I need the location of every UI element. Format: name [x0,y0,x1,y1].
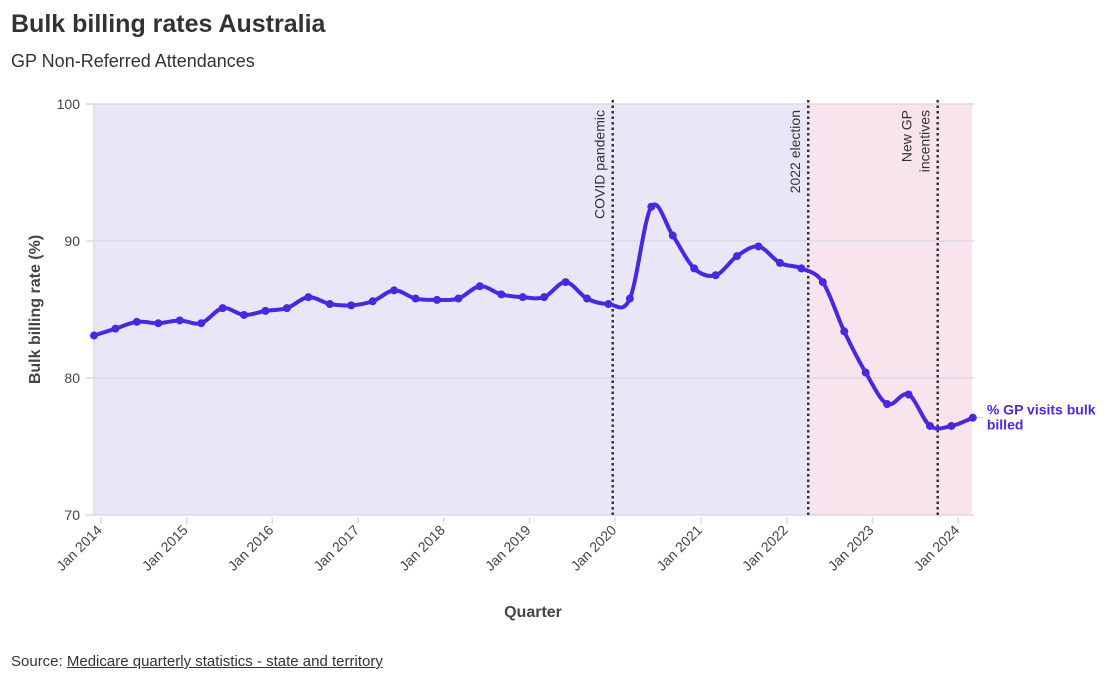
x-tick-label: Jan 2020 [567,522,619,574]
data-point [561,278,570,287]
source-prefix: Source: [11,653,67,670]
data-point [261,306,270,315]
data-point [947,421,956,430]
data-point [304,293,313,302]
data-point [861,368,870,377]
data-point [197,319,206,328]
x-tick-label: Jan 2021 [653,522,705,574]
data-point [111,324,120,333]
x-axis-title: Quarter [504,604,562,621]
data-point [583,294,592,303]
data-point [132,317,141,326]
data-point [454,294,463,303]
data-point [540,293,549,302]
data-point [925,421,934,430]
data-point [797,264,806,273]
data-point [497,290,506,299]
data-point [733,252,742,261]
annotation-label: New GP [899,110,915,162]
x-tick-label: Jan 2023 [825,522,877,574]
annotation-label: 2022 election [787,110,803,193]
x-tick-label: Jan 2022 [739,522,791,574]
annotation-label: incentives [917,110,933,172]
data-point [711,271,720,280]
x-tick-label: Jan 2015 [139,522,191,574]
data-point [390,286,399,295]
x-tick-label: Jan 2018 [396,522,448,574]
x-tick-label: Jan 2014 [53,522,105,574]
data-point [368,297,377,306]
data-point [647,202,656,211]
x-tick-label: Jan 2019 [482,522,534,574]
data-point [218,304,227,313]
data-point [754,242,763,251]
data-point [840,327,849,336]
data-point [668,231,677,240]
data-point [154,319,163,328]
x-tick-label: Jan 2024 [910,522,962,574]
data-point [690,264,699,273]
y-tick-label: 70 [64,507,80,523]
data-point [775,258,784,267]
x-tick-label: Jan 2017 [310,522,362,574]
data-point [325,300,334,309]
data-point [625,294,634,303]
chart-subtitle: GP Non-Referred Attendances [11,51,255,71]
data-point [411,294,420,303]
data-point [904,390,913,399]
source-link[interactable]: Medicare quarterly statistics - state an… [66,653,383,670]
data-point [475,282,484,291]
shaded-region-1 [808,104,972,515]
y-tick-label: 90 [64,233,80,249]
data-point [282,304,291,313]
data-point [347,301,356,310]
y-tick-label: 100 [57,96,81,112]
data-point [90,331,98,340]
data-point [518,293,527,302]
y-axis-title: Bulk billing rate (%) [27,235,44,384]
source-note: Source: Medicare quarterly statistics - … [11,653,383,670]
data-point [240,310,249,319]
data-point [883,400,892,409]
y-tick-label: 80 [64,370,80,386]
data-point [432,295,441,304]
data-point [818,278,827,287]
data-point [175,316,184,325]
chart-title: Bulk billing rates Australia [11,10,326,38]
data-point [604,300,613,309]
annotation-label: COVID pandemic [592,110,608,219]
data-point [968,413,977,422]
series-label: % GP visits bulk [987,402,1096,418]
x-tick-label: Jan 2016 [224,522,276,574]
series-label: billed [987,417,1024,433]
shaded-region-0 [94,104,809,515]
